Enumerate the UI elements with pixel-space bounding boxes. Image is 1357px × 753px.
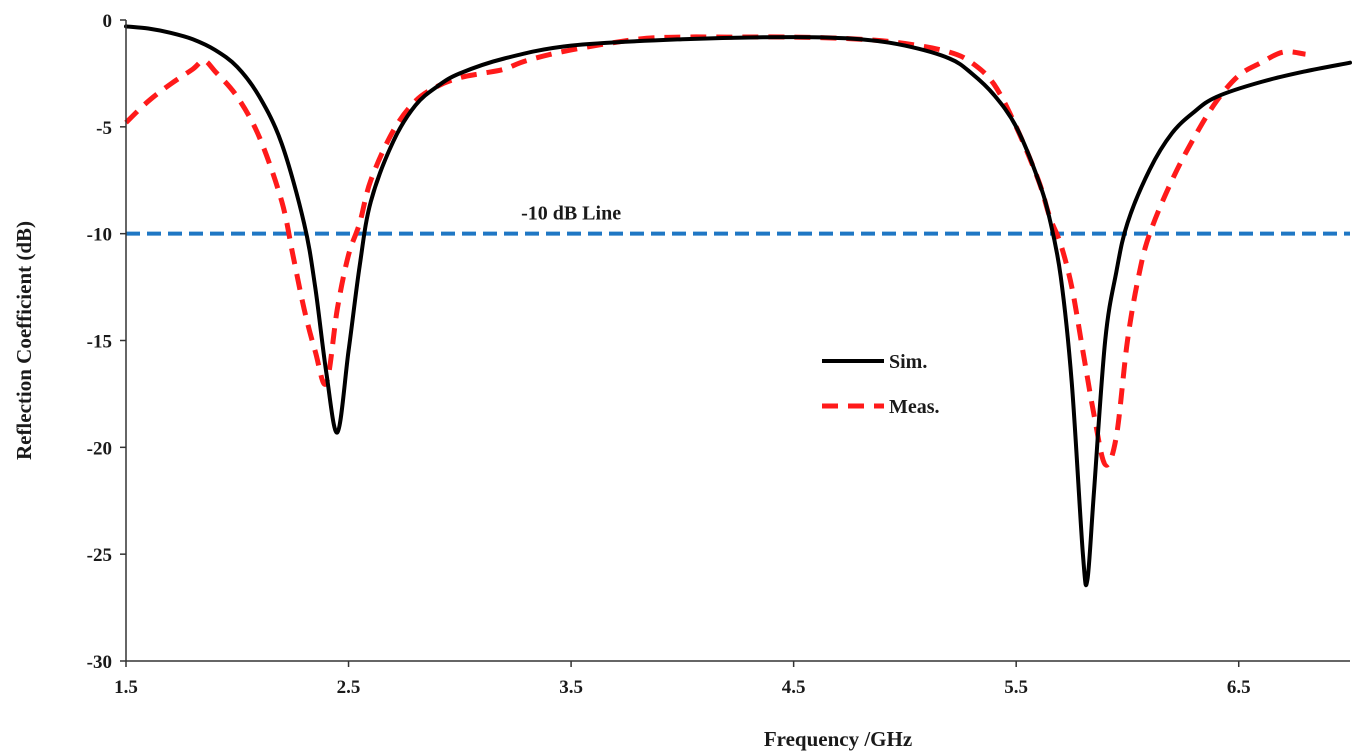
x-axis-ticks: 1.5 2.5 3.5 4.5 5.5 6.5 — [114, 661, 1251, 698]
legend-meas-label: Meas. — [889, 396, 940, 418]
x-tick-label: 2.5 — [337, 677, 361, 698]
series-line-meas — [124, 34, 1306, 468]
y-tick-label: -20 — [87, 438, 112, 459]
y-axis-title: Reflection Coefficient (dB) — [12, 221, 36, 460]
y-tick-label: -15 — [87, 332, 112, 353]
legend: Sim. Meas. — [822, 351, 940, 418]
reference-line-label: -10 dB Line — [521, 203, 621, 225]
y-tick-label: -5 — [96, 118, 112, 139]
y-axis-ticks: 0 -5 -10 -15 -20 -25 -30 — [87, 11, 126, 673]
legend-sim-label: Sim. — [889, 351, 927, 373]
x-tick-label: 1.5 — [114, 677, 138, 698]
series-line-sim — [124, 24, 1352, 588]
plot-area — [124, 24, 1352, 588]
y-tick-label: -30 — [87, 652, 112, 673]
x-tick-label: 5.5 — [1004, 677, 1028, 698]
y-tick-label: 0 — [103, 11, 113, 32]
y-tick-label: -10 — [87, 225, 112, 246]
x-tick-label: 3.5 — [559, 677, 583, 698]
y-tick-label: -25 — [87, 545, 112, 566]
x-tick-label: 4.5 — [782, 677, 806, 698]
x-tick-label: 6.5 — [1227, 677, 1251, 698]
x-axis-title: Frequency /GHz — [764, 727, 912, 751]
